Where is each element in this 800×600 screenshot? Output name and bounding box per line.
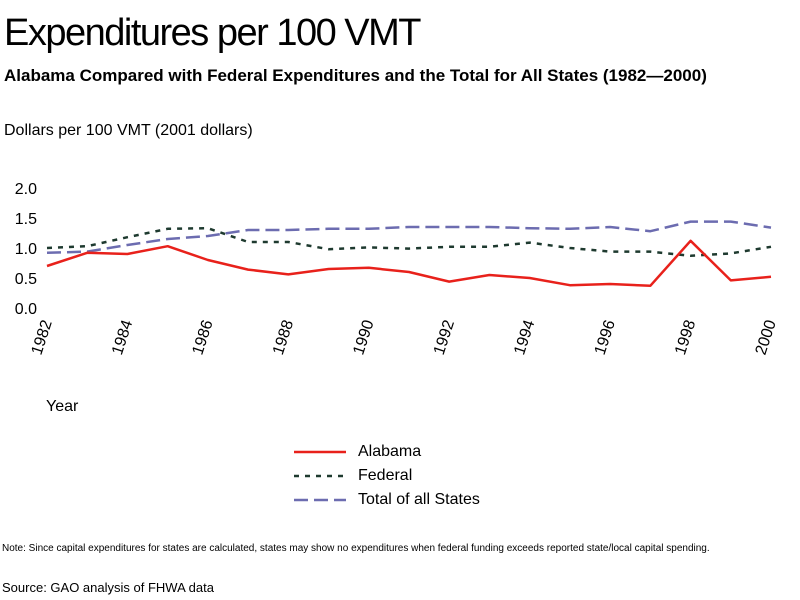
y-tick-label: 0.0 (15, 301, 37, 318)
series-line-alabama (46, 239, 772, 288)
x-tick-label: 1996 (592, 318, 619, 357)
x-tick-label: 1984 (109, 318, 136, 357)
x-tick-label: 1992 (431, 318, 458, 357)
x-tick-label: 1986 (190, 318, 217, 357)
chart-subtitle: Alabama Compared with Federal Expenditur… (4, 66, 707, 85)
legend-swatch-total-states (294, 498, 346, 502)
legend-label-federal: Federal (358, 467, 413, 484)
legend-label-alabama: Alabama (358, 443, 422, 460)
y-tick-label: 2.0 (15, 181, 37, 198)
chart-title: Expenditures per 100 VMT (4, 12, 422, 54)
x-tick-label: 1998 (672, 318, 699, 357)
x-tick-label: 1988 (270, 318, 297, 357)
x-tick-label: 1994 (511, 318, 538, 357)
x-tick-label: 2000 (753, 318, 780, 357)
legend-item-federal: Federal (292, 464, 480, 488)
y-axis-label: Dollars per 100 VMT (2001 dollars) (4, 122, 253, 139)
chart-note: Note: Since capital expenditures for sta… (2, 543, 710, 554)
series-line-federal (46, 226, 772, 258)
legend-item-alabama: Alabama (292, 440, 480, 464)
chart-legend: Alabama Federal Total of all States (292, 440, 480, 512)
x-axis-label: Year (46, 398, 79, 415)
legend-item-total-states: Total of all States (292, 488, 480, 512)
legend-swatch-federal (294, 474, 346, 478)
y-tick-label: 0.5 (15, 271, 37, 288)
y-tick-label: 1.0 (15, 241, 37, 258)
x-tick-label: 1982 (29, 318, 56, 357)
legend-label-total-states: Total of all States (358, 491, 480, 508)
series-line-total-of-all-states (46, 220, 772, 255)
y-tick-label: 1.5 (15, 211, 37, 228)
x-tick-label: 1990 (350, 318, 377, 357)
chart-source: Source: GAO analysis of FHWA data (2, 580, 214, 595)
legend-swatch-alabama (294, 450, 346, 454)
